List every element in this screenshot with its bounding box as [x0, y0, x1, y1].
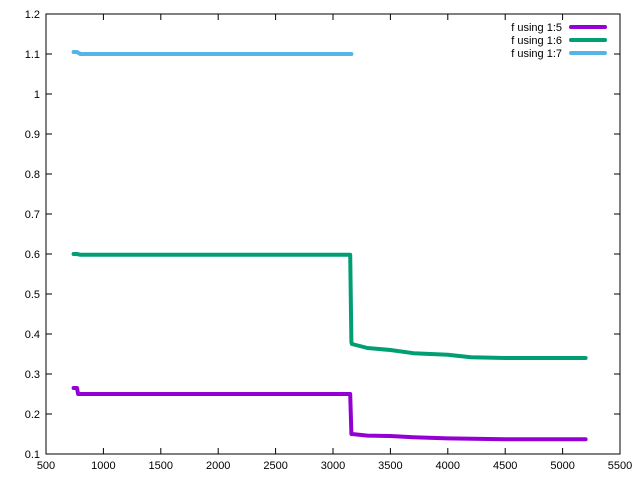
series-line-1 — [71, 386, 588, 442]
y-tick-label: 0.4 — [25, 329, 40, 341]
series-lines — [71, 50, 588, 442]
x-tick-label: 4500 — [493, 460, 517, 472]
legend-label-2: f using 1:6 — [511, 35, 562, 47]
y-tick-label: 0.8 — [25, 169, 40, 181]
x-tick-label: 2000 — [206, 460, 230, 472]
x-tick-label: 2500 — [263, 460, 287, 472]
x-tick-label: 5000 — [550, 460, 574, 472]
y-tick-label: 1.1 — [25, 49, 40, 61]
series-line-2 — [71, 252, 588, 360]
x-tick-label: 5500 — [608, 460, 632, 472]
legend-label-3: f using 1:7 — [511, 48, 562, 60]
x-tick-label: 3000 — [321, 460, 345, 472]
plot-border — [45, 13, 621, 455]
y-tick-label: 0.3 — [25, 369, 40, 381]
x-tick-label: 3500 — [378, 460, 402, 472]
x-tick-label: 1000 — [91, 460, 115, 472]
x-tick-label: 4000 — [436, 460, 460, 472]
plot-frame — [45, 13, 621, 455]
axis-ticks: 500 1000 1500 2000 2500 3000 3500 4000 4500 5000 5… — [25, 9, 633, 472]
y-tick-label: 0.1 — [25, 449, 40, 461]
series-line-3 — [71, 50, 354, 56]
legend: f using 1:5f using 1:6f using 1:7 — [511, 22, 607, 60]
legend-label-1: f using 1:5 — [511, 22, 562, 34]
y-tick-label: 0.2 — [25, 409, 40, 421]
y-tick-label: 0.5 — [25, 289, 40, 301]
y-tick-label: 1.2 — [25, 9, 40, 21]
y-tick-label: 0.7 — [25, 209, 40, 221]
x-tick-label: 1500 — [149, 460, 173, 472]
y-tick-label: 0.6 — [25, 249, 40, 261]
y-tick-label: 0.9 — [25, 129, 40, 141]
y-tick-label: 1 — [34, 89, 40, 101]
x-tick-label: 500 — [37, 460, 55, 472]
